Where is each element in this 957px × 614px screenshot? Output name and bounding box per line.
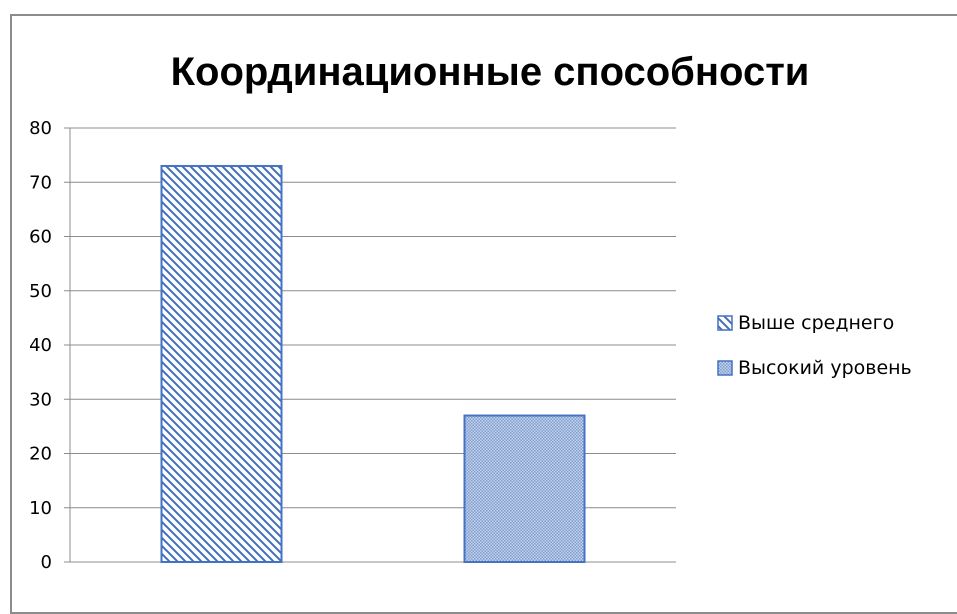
- y-tick-label: 40: [29, 335, 52, 356]
- y-tick-label: 50: [29, 281, 52, 302]
- legend: Выше среднего Высокий уровень: [717, 312, 912, 379]
- y-tick-label: 30: [29, 389, 52, 410]
- y-tick-label: 20: [29, 444, 52, 465]
- y-tick-label: 70: [29, 172, 52, 193]
- y-tick-label: 60: [29, 227, 52, 248]
- bar-1: [160, 164, 283, 563]
- legend-label: Выше среднего: [738, 312, 894, 334]
- bar-2: [463, 414, 586, 563]
- legend-swatch: [717, 360, 733, 376]
- y-tick-label: 0: [41, 552, 52, 573]
- y-tick-label: 10: [29, 498, 52, 519]
- chart-title: Координационные способности: [171, 50, 810, 94]
- bars: [160, 164, 586, 563]
- bar-chart: Координационные способности 0 10 20 30 40 50 6…: [29, 50, 912, 573]
- legend-swatch: [717, 315, 733, 331]
- y-tick-label: 80: [29, 118, 52, 139]
- legend-label: Высокий уровень: [738, 357, 912, 379]
- y-axis-ticks: 0 10 20 30 40 50 60 70 80: [29, 118, 71, 573]
